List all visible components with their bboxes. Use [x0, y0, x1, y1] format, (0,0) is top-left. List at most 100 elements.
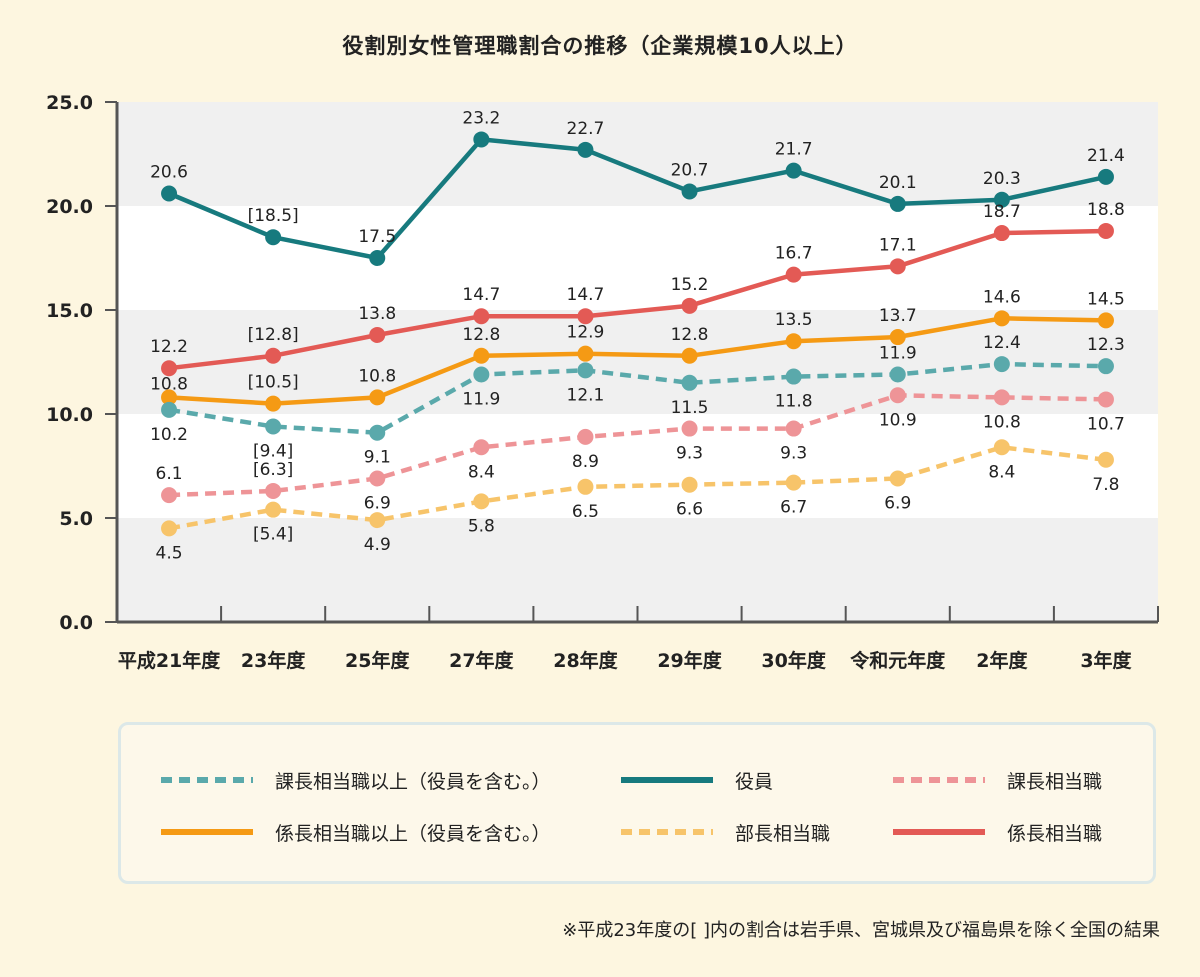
data-point-bucho	[265, 501, 282, 518]
data-label-kakaricho: 13.8	[358, 304, 396, 324]
data-point-kakaricho_ijo	[473, 347, 490, 364]
data-point-yakuin	[681, 183, 698, 200]
data-label-bucho: 4.5	[156, 543, 183, 563]
series-line-bucho	[168, 445, 1107, 531]
data-point-kakaricho	[161, 360, 178, 377]
x-tick-label: 平成21年度	[118, 649, 221, 672]
data-label-kakaricho_ijo: 12.8	[462, 325, 500, 345]
data-label-kacho_ijo: 12.4	[983, 333, 1021, 353]
legend-label: 役員	[735, 770, 774, 793]
data-point-kacho	[265, 482, 282, 499]
data-point-kacho_ijo	[785, 368, 802, 385]
data-point-kakaricho	[889, 258, 906, 275]
data-label-kacho_ijo: 11.9	[462, 389, 500, 409]
data-point-kakaricho_ijo	[1097, 312, 1114, 329]
data-label-kacho_ijo: 11.5	[671, 398, 709, 418]
grid-band	[117, 518, 1158, 622]
data-label-kacho: 9.3	[676, 444, 703, 464]
legend-label: 係長相当職	[1007, 822, 1103, 845]
x-tick-label: 30年度	[761, 649, 826, 672]
data-label-kacho_ijo: 9.1	[364, 448, 391, 468]
x-tick-label: 令和元年度	[850, 649, 946, 672]
data-label-yakuin: 20.7	[671, 160, 709, 180]
data-label-kakaricho_ijo: 13.7	[879, 306, 917, 326]
y-tick-label: 0.0	[59, 612, 93, 634]
legend-swatch	[893, 829, 985, 835]
legend-item: 係長相当職以上（役員を含む。）	[161, 817, 551, 847]
data-point-yakuin	[161, 185, 178, 202]
data-label-kacho: 10.9	[879, 410, 917, 430]
data-point-kacho	[785, 420, 802, 437]
data-label-kacho_ijo: 12.3	[1087, 335, 1125, 355]
x-tick-label: 27年度	[449, 649, 514, 672]
x-tick-label: 3年度	[1080, 649, 1132, 672]
legend-item: 課長相当職	[893, 765, 1102, 795]
data-label-kacho_ijo: 11.9	[879, 343, 917, 363]
data-point-kacho	[1097, 391, 1114, 408]
data-label-kacho: 8.9	[572, 452, 599, 472]
data-point-kakaricho_ijo	[577, 345, 594, 362]
x-tick-label: 23年度	[241, 649, 306, 672]
x-tick-label: 29年度	[657, 649, 722, 672]
data-label-kacho_ijo: 10.2	[150, 425, 188, 445]
data-point-kacho_ijo	[369, 424, 386, 441]
y-tick-label: 5.0	[59, 508, 93, 530]
data-point-bucho	[369, 512, 386, 529]
series-line-yakuin	[168, 137, 1107, 261]
data-label-bucho: 4.9	[364, 535, 391, 555]
data-point-kacho	[889, 387, 906, 404]
data-point-kacho_ijo	[993, 356, 1010, 373]
data-label-yakuin: 22.7	[567, 119, 605, 139]
data-point-yakuin	[785, 162, 802, 179]
data-point-kacho_ijo	[265, 418, 282, 435]
data-point-kacho	[993, 389, 1010, 406]
data-label-kakaricho: 18.7	[983, 202, 1021, 222]
data-point-kacho	[161, 487, 178, 504]
data-label-kacho: [6.3]	[253, 460, 293, 480]
series-line-kakaricho	[168, 228, 1106, 371]
x-tick-label: 28年度	[553, 649, 618, 672]
data-point-kakaricho	[1097, 222, 1114, 239]
data-point-kakaricho_ijo	[681, 347, 698, 364]
data-label-kacho: 8.4	[468, 462, 495, 482]
data-point-kakaricho	[993, 225, 1010, 242]
data-label-bucho: 6.6	[676, 500, 703, 520]
data-label-kacho: 9.3	[780, 444, 807, 464]
data-label-kakaricho: 14.7	[462, 285, 500, 305]
grid-band	[117, 206, 1158, 310]
data-label-kakaricho: 15.2	[671, 275, 709, 295]
data-point-kacho	[681, 420, 698, 437]
data-point-kacho_ijo	[681, 374, 698, 391]
data-point-bucho	[889, 470, 906, 487]
series-line-kacho_ijo	[168, 361, 1106, 435]
legend-item: 役員	[621, 765, 773, 795]
data-label-yakuin: 21.4	[1087, 146, 1125, 166]
data-point-kakaricho	[473, 308, 490, 325]
data-point-kakaricho_ijo	[889, 329, 906, 346]
data-label-yakuin: [18.5]	[248, 206, 299, 226]
data-label-bucho: 8.4	[988, 462, 1015, 482]
grid-band	[117, 102, 1158, 206]
data-label-kacho: 6.9	[364, 493, 391, 513]
data-label-bucho: [5.4]	[253, 525, 293, 545]
data-label-kakaricho: 18.8	[1087, 200, 1125, 220]
legend-swatch	[161, 829, 253, 835]
y-tick-label: 20.0	[46, 196, 93, 218]
legend-label: 課長相当職以上（役員を含む。）	[275, 770, 551, 793]
legend-swatch	[893, 777, 985, 783]
data-label-kacho: 10.8	[983, 412, 1021, 432]
data-label-bucho: 5.8	[468, 516, 495, 536]
data-point-bucho	[1097, 451, 1114, 468]
legend-item: 係長相当職	[893, 817, 1102, 847]
y-tick-label: 10.0	[46, 404, 93, 426]
data-label-kakaricho: 12.2	[150, 337, 188, 357]
data-label-kakaricho: [12.8]	[248, 325, 299, 345]
data-point-kakaricho_ijo	[161, 389, 178, 406]
data-label-kacho: 10.7	[1087, 414, 1125, 434]
data-point-bucho	[473, 493, 490, 510]
chart-title: 役割別女性管理職割合の推移（企業規模10人以上）	[342, 34, 858, 58]
data-point-kacho_ijo	[473, 366, 490, 383]
legend-label: 課長相当職	[1007, 770, 1103, 793]
data-label-yakuin: 20.6	[150, 163, 188, 183]
legend-swatch	[621, 777, 713, 783]
